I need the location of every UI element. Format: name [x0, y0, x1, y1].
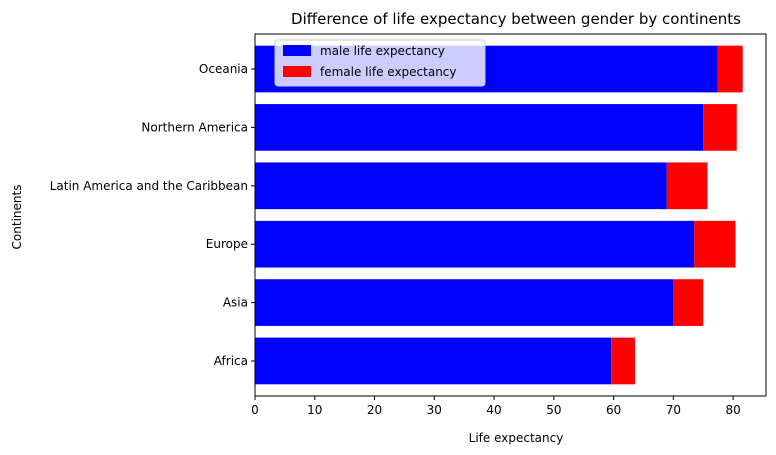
y-tick-label: Asia — [223, 296, 248, 310]
x-axis: 0 10 20 30 40 50 60 70 80 — [251, 396, 741, 417]
plot-frame — [254, 33, 767, 397]
legend-swatch — [283, 45, 311, 56]
y-axis-label: Continents — [10, 185, 24, 250]
legend: male life expectancy female life expectan… — [274, 39, 486, 87]
bar-female — [703, 104, 737, 151]
bar-female — [717, 45, 743, 93]
x-tick-label: 50 — [546, 403, 561, 417]
y-tick-label: Northern America — [141, 120, 248, 134]
y-tick-label: Africa — [214, 354, 248, 368]
x-tick-label: 60 — [606, 403, 621, 417]
x-tick-label: 10 — [307, 403, 322, 417]
x-tick-label: 30 — [427, 403, 442, 417]
legend-label: male life expectancy — [320, 44, 445, 58]
bar-male — [255, 162, 667, 210]
y-tick-label: Oceania — [199, 62, 248, 76]
legend-swatch — [283, 66, 311, 77]
x-tick-label: 20 — [367, 403, 382, 417]
x-tick-label: 0 — [251, 403, 259, 417]
legend-box — [274, 39, 486, 87]
bar-male — [255, 337, 612, 385]
y-tick-label: Europe — [206, 237, 248, 251]
legend-label: female life expectancy — [320, 65, 457, 79]
bar-female — [673, 279, 704, 326]
x-tick-label: 80 — [725, 403, 740, 417]
x-tick-label: 40 — [486, 403, 501, 417]
bar-male — [255, 279, 674, 326]
bars-layer — [255, 45, 743, 385]
y-tick-label: Latin America and the Caribbean — [50, 179, 248, 193]
bar-male — [255, 220, 695, 268]
bar-female — [666, 162, 708, 210]
y-axis: Africa Asia Europe Latin America and the Ca… — [50, 62, 255, 368]
bar-female — [611, 337, 636, 385]
bar-male — [255, 104, 704, 151]
x-tick-label: 70 — [666, 403, 681, 417]
chart-title: Difference of life expectancy between ge… — [291, 10, 741, 28]
bar-female — [694, 220, 736, 268]
x-axis-label: Life expectancy — [469, 431, 564, 445]
